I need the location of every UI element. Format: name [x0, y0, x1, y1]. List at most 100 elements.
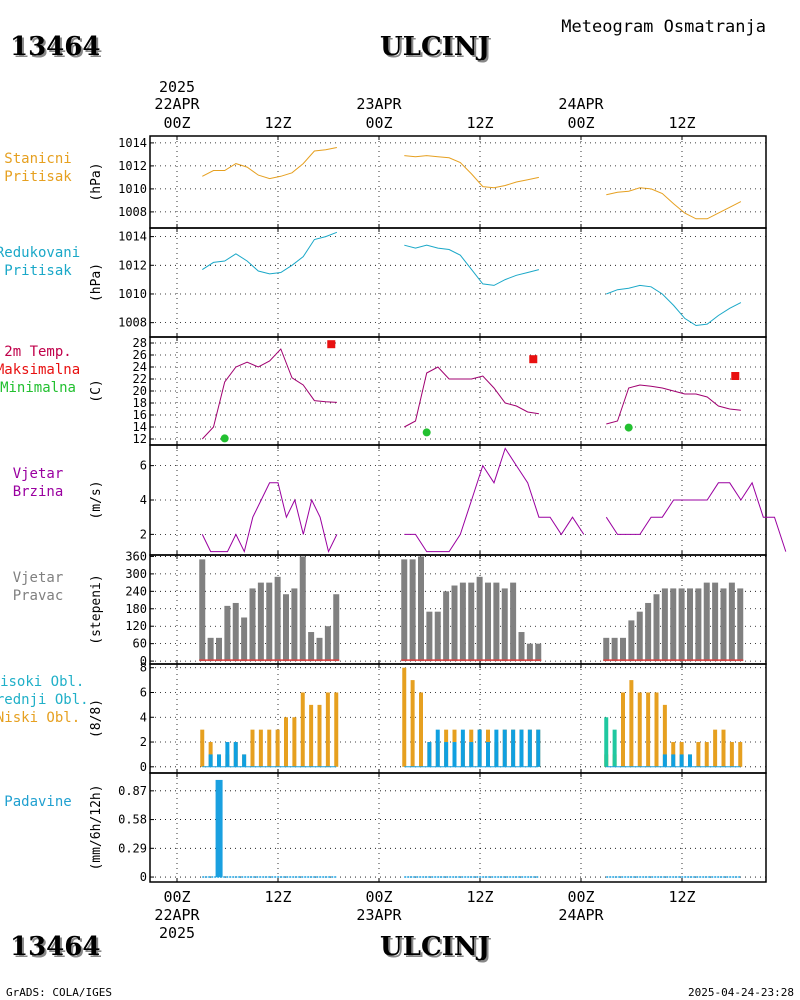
- cloud-bar-srednji-obl-: [452, 742, 457, 767]
- top-date-label-2: 23APR: [356, 95, 402, 113]
- data-bar: [291, 588, 298, 662]
- min-temp-marker: [624, 423, 633, 432]
- panel-label: Pravac: [13, 588, 64, 604]
- cloud-bar-srednji-obl-: [494, 729, 499, 767]
- y-tick-label: 360: [125, 549, 147, 563]
- data-bar: [670, 588, 677, 662]
- data-bar: [510, 582, 517, 662]
- top-year-label: 2025: [159, 78, 195, 96]
- series-line: [202, 147, 338, 180]
- y-tick-label: 1014: [118, 136, 147, 150]
- series-line: [404, 447, 585, 553]
- data-bar: [678, 588, 685, 662]
- data-bar: [333, 594, 340, 662]
- data-bar: [426, 611, 433, 662]
- panel-label: Stanicni: [4, 151, 71, 167]
- cloud-bar-srednji-obl-: [217, 754, 221, 767]
- panel-label: Vjetar: [13, 570, 64, 586]
- panel-6: 0 2 4 6 8 (8/8) Visoki Obl. Srednji Obl. Niski O…: [0, 661, 767, 774]
- y-tick-label: 240: [125, 584, 147, 598]
- data-bar: [628, 620, 635, 662]
- series-line: [404, 155, 540, 189]
- series-line: [404, 366, 539, 428]
- cloud-bar-niski-obl-: [654, 692, 659, 767]
- cloud-bar-niski-obl-: [646, 692, 651, 767]
- data-bar: [620, 637, 626, 662]
- series-line: [605, 481, 787, 552]
- station-name-shadow: ULCINJ: [382, 34, 492, 64]
- cloud-bar-srednji-obl-: [225, 742, 230, 767]
- data-bar: [603, 637, 610, 662]
- y-axis-label: (C): [89, 379, 104, 402]
- cloud-bar-niski-obl-: [738, 742, 743, 767]
- data-bar: [324, 626, 331, 662]
- cloud-bar-niski-obl-: [419, 692, 423, 767]
- data-bar: [232, 602, 239, 662]
- y-tick-label: 4: [140, 710, 147, 724]
- panel-label: Visoki Obl.: [0, 674, 84, 690]
- series-line: [201, 348, 337, 440]
- data-bar: [308, 632, 315, 662]
- cloud-bar-niski-obl-: [721, 729, 726, 767]
- cloud-bar-niski-obl-: [300, 692, 305, 767]
- data-bar: [695, 588, 702, 662]
- cloud-bar-niski-obl-: [713, 729, 718, 767]
- data-bar: [535, 643, 542, 662]
- cloud-bar-srednji-obl-: [527, 729, 532, 767]
- data-bar: [418, 556, 424, 662]
- data-bar: [257, 582, 264, 662]
- data-bar: [661, 588, 668, 662]
- y-tick-label: 26: [133, 348, 147, 362]
- data-bar: [216, 637, 222, 662]
- data-bar: [207, 637, 214, 662]
- station-id-shadow: 13464: [12, 34, 102, 64]
- cloud-bar-srednji-obl-: [233, 742, 238, 767]
- series-line: [606, 384, 741, 425]
- cloud-bar-srednji-obl-: [427, 742, 432, 767]
- data-bar: [266, 582, 273, 662]
- y-tick-label: 2: [140, 527, 147, 541]
- data-bar: [501, 588, 508, 662]
- bottom-time-axis: 00Z 12Z 00Z 12Z 00Z 12Z 22APR 23APR 24AP…: [154, 888, 695, 942]
- y-tick-label: 2: [140, 735, 147, 749]
- y-tick-label: 6: [140, 685, 147, 699]
- cloud-bar-niski-obl-: [402, 667, 407, 767]
- data-bar: [199, 559, 206, 662]
- footer-station-id: 13464: [10, 932, 100, 962]
- bottom-tick-label-3: 00Z: [365, 888, 392, 906]
- y-tick-label: 1012: [118, 159, 147, 173]
- data-bar: [283, 594, 289, 662]
- product-title: Meteogram Osmatranja: [561, 17, 766, 37]
- y-tick-label: 1012: [118, 258, 147, 272]
- y-axis-label: (hPa): [89, 263, 104, 302]
- data-bar: [409, 559, 416, 662]
- cloud-bar-srednji-obl-: [511, 729, 516, 767]
- cloud-bar-visoki-obl-: [604, 717, 609, 767]
- top-tick-label-1: 00Z: [163, 114, 190, 132]
- cloud-bar-niski-obl-: [629, 680, 634, 767]
- station-name: ULCINJ: [380, 32, 490, 62]
- footer-station-name: ULCINJ: [380, 932, 490, 962]
- bottom-date-label-1: 22APR: [154, 906, 200, 924]
- footer-station-id-shadow: 13464: [12, 934, 102, 964]
- y-tick-label: 0: [140, 654, 147, 668]
- data-bar: [249, 588, 256, 662]
- y-tick-label: 28: [133, 336, 147, 350]
- cloud-bar-niski-obl-: [292, 717, 297, 767]
- bottom-tick-label-6: 12Z: [668, 888, 695, 906]
- y-tick-label: 14: [133, 420, 147, 434]
- cloud-bar-srednji-obl-: [688, 754, 692, 767]
- panel-label: Pritisak: [4, 263, 72, 279]
- cloud-bar-srednji-obl-: [536, 729, 541, 767]
- y-tick-label: 300: [125, 567, 147, 581]
- cloud-bar-niski-obl-: [267, 729, 272, 767]
- cloud-bar-srednji-obl-: [444, 742, 449, 767]
- top-tick-label-2: 12Z: [264, 114, 291, 132]
- top-date-label-1: 22APR: [154, 95, 200, 113]
- data-bar: [241, 617, 248, 662]
- cloud-bar-niski-obl-: [317, 704, 322, 767]
- y-tick-label: 60: [133, 637, 147, 651]
- panel-label: Minimalna: [0, 380, 76, 396]
- cloud-bar-srednji-obl-: [469, 742, 474, 767]
- bottom-tick-label-5: 00Z: [567, 888, 594, 906]
